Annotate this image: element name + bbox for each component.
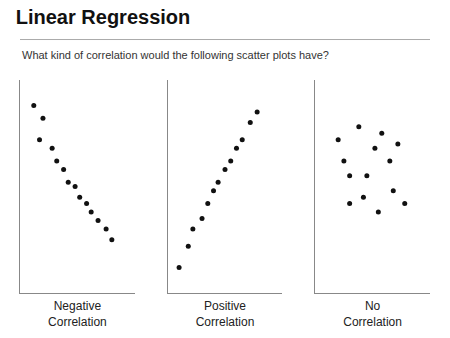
svg-text:PositiveCorrelation: PositiveCorrelation: [196, 299, 255, 329]
svg-text:NoCorrelation: NoCorrelation: [343, 299, 402, 329]
svg-text:Linear Regression: Linear Regression: [16, 6, 191, 28]
svg-text:NegativeCorrelation: NegativeCorrelation: [48, 299, 107, 329]
svg-text:What kind of correlation would: What kind of correlation would the follo…: [22, 49, 329, 61]
